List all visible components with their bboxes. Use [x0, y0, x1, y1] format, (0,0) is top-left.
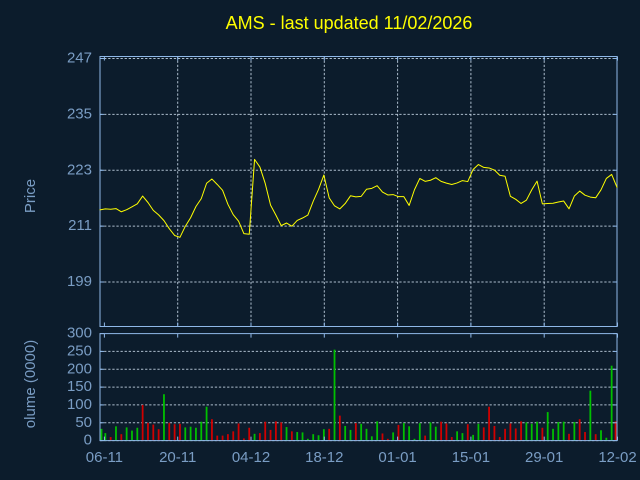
svg-text:150: 150 [67, 378, 92, 395]
svg-text:olume (0000): olume (0000) [22, 340, 39, 428]
svg-text:04-12: 04-12 [232, 449, 270, 466]
svg-text:Price: Price [22, 179, 39, 213]
svg-text:12-02: 12-02 [598, 449, 636, 466]
svg-text:223: 223 [67, 161, 92, 178]
svg-text:AMS - last updated 11/02/2026: AMS - last updated 11/02/2026 [226, 13, 473, 33]
svg-text:300: 300 [67, 325, 92, 342]
svg-text:06-11: 06-11 [86, 449, 123, 466]
svg-text:50: 50 [75, 414, 92, 431]
svg-text:20-11: 20-11 [159, 449, 196, 466]
svg-text:18-12: 18-12 [305, 449, 343, 466]
svg-text:247: 247 [67, 50, 92, 67]
svg-text:15-01: 15-01 [452, 449, 490, 466]
svg-text:250: 250 [67, 342, 92, 359]
svg-text:235: 235 [67, 105, 92, 122]
svg-text:01-01: 01-01 [378, 449, 416, 466]
svg-text:200: 200 [67, 360, 92, 377]
svg-text:211: 211 [68, 217, 92, 234]
svg-text:0: 0 [84, 432, 92, 449]
svg-text:199: 199 [67, 273, 92, 290]
svg-text:100: 100 [67, 396, 92, 413]
svg-text:29-01: 29-01 [525, 449, 563, 466]
